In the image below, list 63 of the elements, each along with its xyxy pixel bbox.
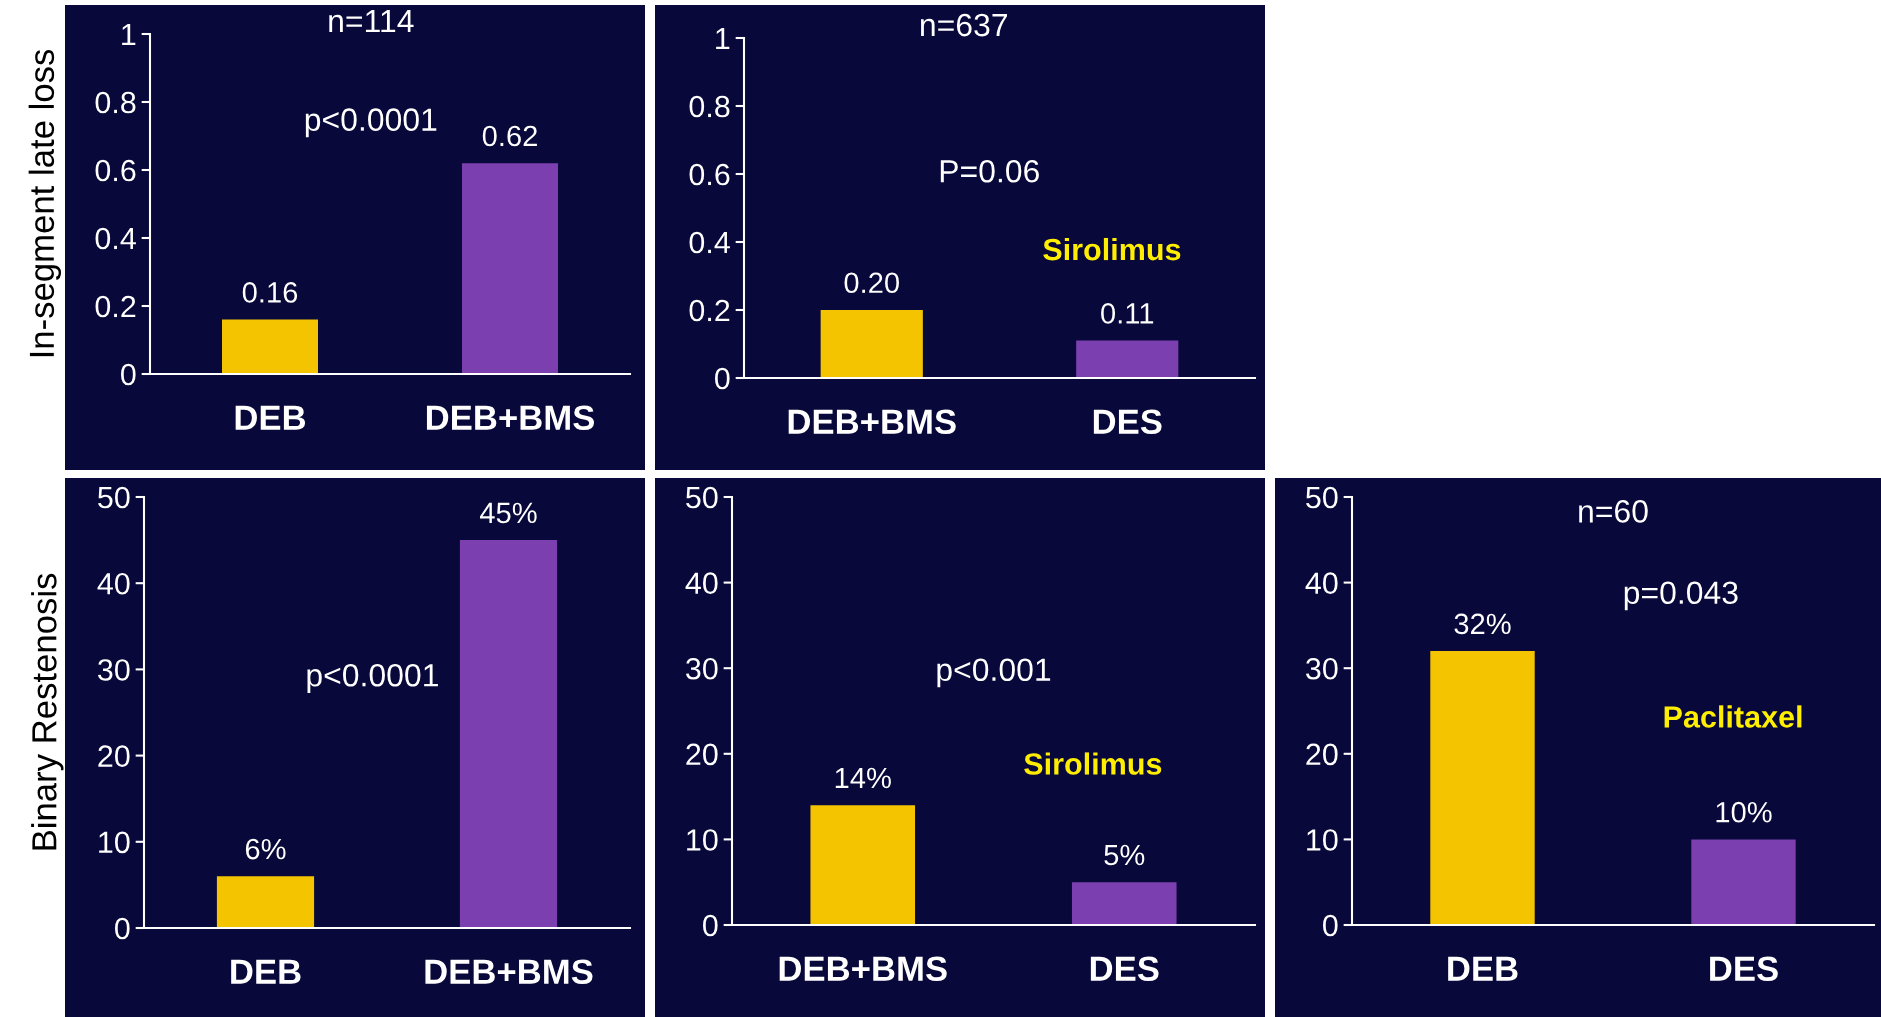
y-tick-label: 20 — [1306, 743, 1338, 766]
y-tick-label: 30 — [97, 659, 130, 681]
y-tick-label: 40 — [97, 572, 130, 595]
data-label: 6% — [245, 838, 286, 860]
y-tick-label: 50 — [686, 486, 718, 509]
x-tick-label: DEB+BMS — [788, 409, 956, 435]
annotation: P=0.06 — [940, 159, 1039, 183]
y-tick-label: 30 — [1305, 657, 1338, 680]
annotation: p<0.0001 — [307, 663, 438, 693]
x-tick-label: DEB — [235, 405, 306, 430]
y-tick-label: 10 — [1307, 829, 1338, 851]
x-tick-label: DEB+BMS — [426, 405, 595, 431]
x-tick-label: DEB+BMS — [425, 959, 593, 985]
text: n=637 — [920, 13, 1007, 37]
text: n=114 — [329, 10, 414, 33]
y-tick-label: 0 — [703, 914, 718, 937]
annotation: p<0.001 — [937, 658, 1051, 688]
y-tick-label: 0 — [121, 363, 136, 386]
y-tick-label: 0.6 — [95, 159, 136, 182]
y-tick-label: 1 — [122, 24, 136, 46]
data-label: 0.20 — [844, 272, 899, 294]
y-tick-label: 50 — [98, 486, 130, 509]
x-tick-label: DEB+BMS — [779, 956, 947, 982]
y-tick-label: 0.2 — [95, 295, 136, 318]
x-tick-label: DEB — [1448, 956, 1518, 981]
y-tick-label: 0 — [1323, 914, 1338, 937]
y-tick-label: 10 — [687, 829, 718, 851]
y-tick-label: 0 — [115, 917, 130, 940]
y-tick-label: 0 — [715, 367, 730, 390]
y-axis-title: In-segment late loss — [28, 49, 61, 357]
y-tick-label: 30 — [685, 657, 718, 680]
y-tick-label: 0.4 — [95, 227, 136, 250]
y-tick-label: 10 — [99, 831, 130, 854]
data-label: 45% — [479, 502, 537, 524]
x-tick-label: DEB — [231, 959, 301, 984]
y-tick-label: 20 — [98, 745, 130, 767]
y-tick-label: 0.6 — [689, 163, 730, 186]
y-tick-label: 40 — [685, 572, 718, 594]
y-tick-label: 20 — [686, 743, 718, 766]
y-tick-label: 0.2 — [689, 299, 730, 322]
y-tick-label: 50 — [1306, 486, 1338, 509]
y-tick-label: 0.8 — [95, 91, 136, 114]
annotation: Sirolimus — [1043, 237, 1181, 261]
y-tick-label: 0.4 — [689, 231, 730, 254]
y-axis-title: Binary Restenosis — [31, 573, 64, 850]
data-label: 5% — [1104, 844, 1145, 866]
y-tick-label: 0.8 — [689, 95, 730, 118]
data-label: 0.11 — [1101, 303, 1154, 324]
annotation: p=0.043 — [1624, 581, 1738, 611]
annotation: Paclitaxel — [1664, 705, 1802, 728]
data-label: 0.16 — [242, 282, 298, 303]
x-tick-label: DES — [1710, 956, 1778, 982]
y-tick-label: 40 — [1305, 572, 1338, 594]
data-label: 32% — [1454, 613, 1511, 635]
x-tick-label: DES — [1093, 409, 1162, 435]
annotation: n=60 — [1579, 500, 1648, 523]
annotation: Sirolimus — [1024, 752, 1162, 775]
data-label: 0.62 — [482, 125, 537, 147]
annotation: p<0.0001 — [305, 108, 437, 138]
x-tick-label: DES — [1090, 956, 1159, 982]
data-label: 10% — [1716, 801, 1772, 823]
y-tick-label: 1 — [716, 28, 730, 50]
data-label: 14% — [835, 767, 891, 789]
